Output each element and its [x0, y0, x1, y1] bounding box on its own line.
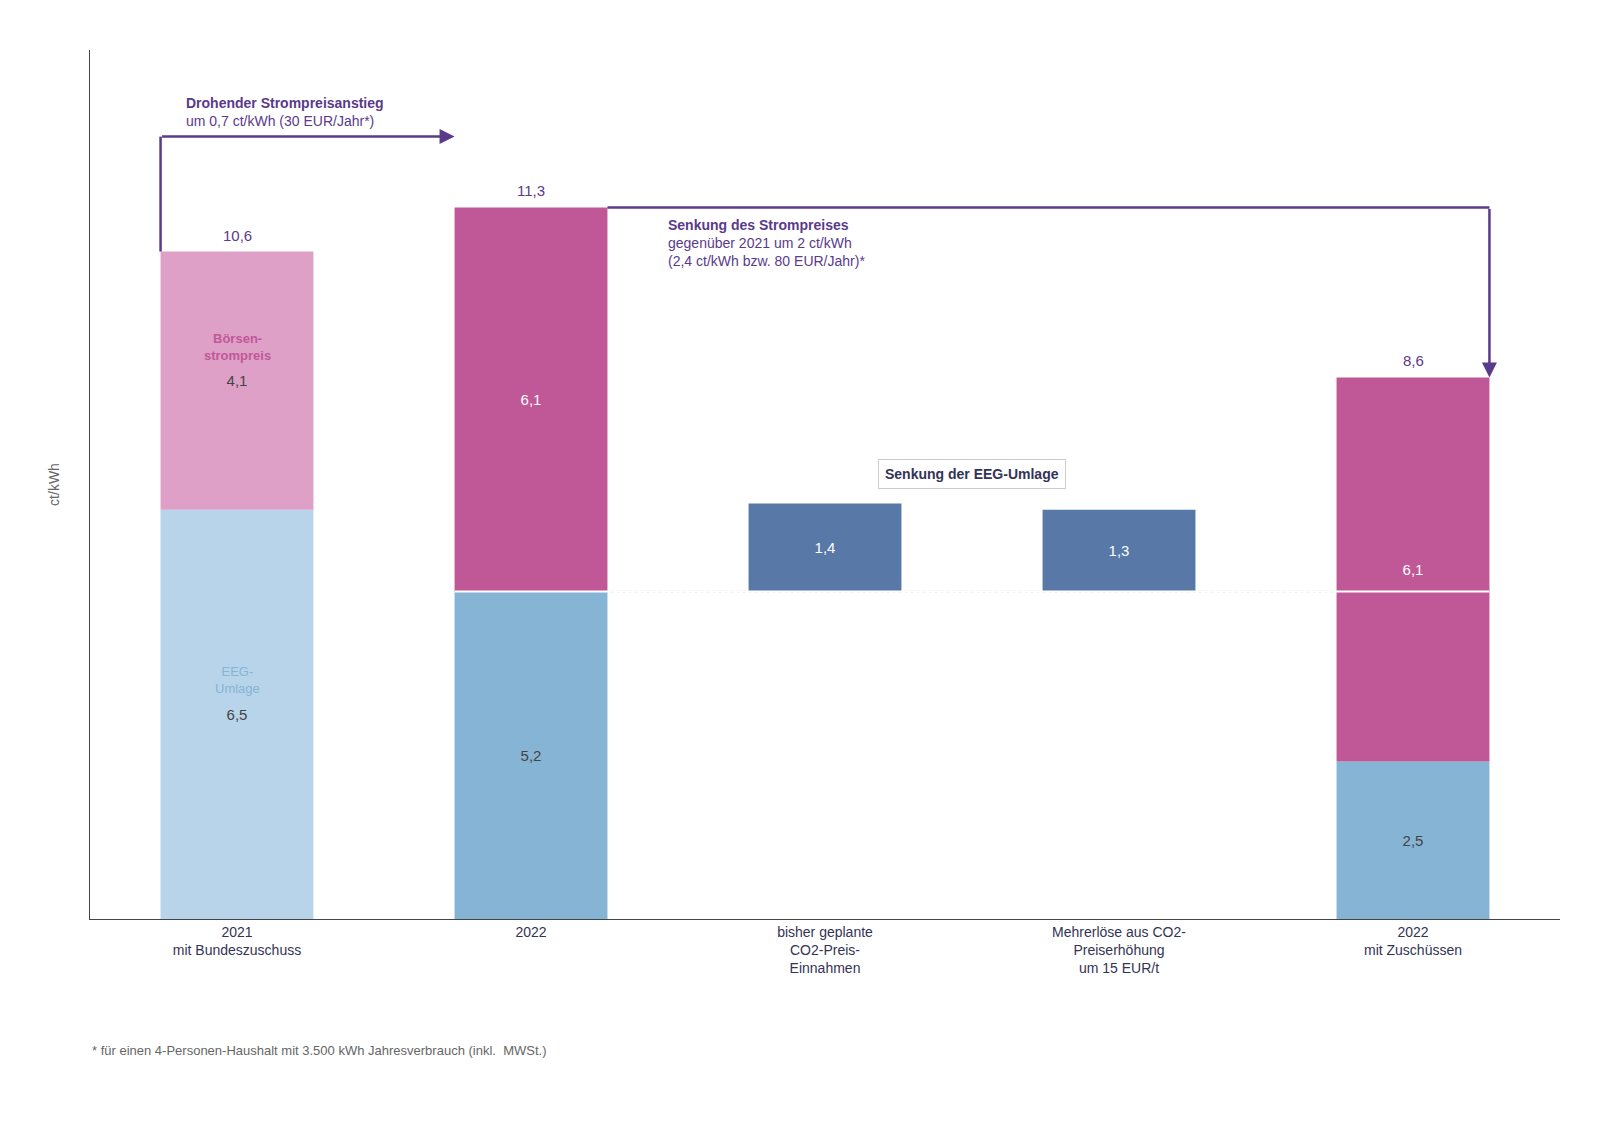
svg-text:2022: 2022	[515, 924, 546, 940]
svg-text:bisher geplanteCO2-Preis-Einna: bisher geplanteCO2-Preis-Einnahmen	[777, 924, 873, 976]
svg-text:1,4: 1,4	[815, 539, 836, 556]
svg-text:1,3: 1,3	[1109, 542, 1130, 559]
svg-text:Senkung der EEG-Umlage: Senkung der EEG-Umlage	[885, 466, 1059, 482]
svg-text:2,5: 2,5	[1403, 832, 1424, 849]
svg-text:Senkung des Strompreisesgegenü: Senkung des Strompreisesgegenüber 2021 u…	[668, 217, 865, 269]
svg-text:4,1: 4,1	[227, 372, 248, 389]
svg-text:5,2: 5,2	[521, 747, 542, 764]
svg-text:6,5: 6,5	[227, 706, 248, 723]
svg-text:11,3: 11,3	[517, 182, 545, 199]
svg-text:ct/kWh: ct/kWh	[46, 463, 62, 506]
svg-text:2022mit Zuschüssen: 2022mit Zuschüssen	[1364, 924, 1462, 958]
svg-text:Mehrerlöse aus CO2-Preiserhöhu: Mehrerlöse aus CO2-Preiserhöhungum 15 EU…	[1052, 924, 1186, 976]
svg-text:Drohender Strompreisanstiegum: Drohender Strompreisanstiegum 0,7 ct/kWh…	[186, 95, 384, 129]
svg-text:* für einen 4-Personen-Haushal: * für einen 4-Personen-Haushalt mit 3.50…	[92, 1043, 546, 1058]
svg-text:EEG-Umlage: EEG-Umlage	[215, 664, 260, 696]
svg-text:Börsen-strompreis: Börsen-strompreis	[204, 331, 271, 363]
svg-text:10,6: 10,6	[223, 227, 252, 244]
svg-text:8,6: 8,6	[1403, 352, 1424, 369]
svg-text:2021mit Bundeszuschuss: 2021mit Bundeszuschuss	[173, 924, 301, 958]
svg-text:6,1: 6,1	[1403, 561, 1424, 578]
svg-text:6,1: 6,1	[521, 391, 542, 408]
